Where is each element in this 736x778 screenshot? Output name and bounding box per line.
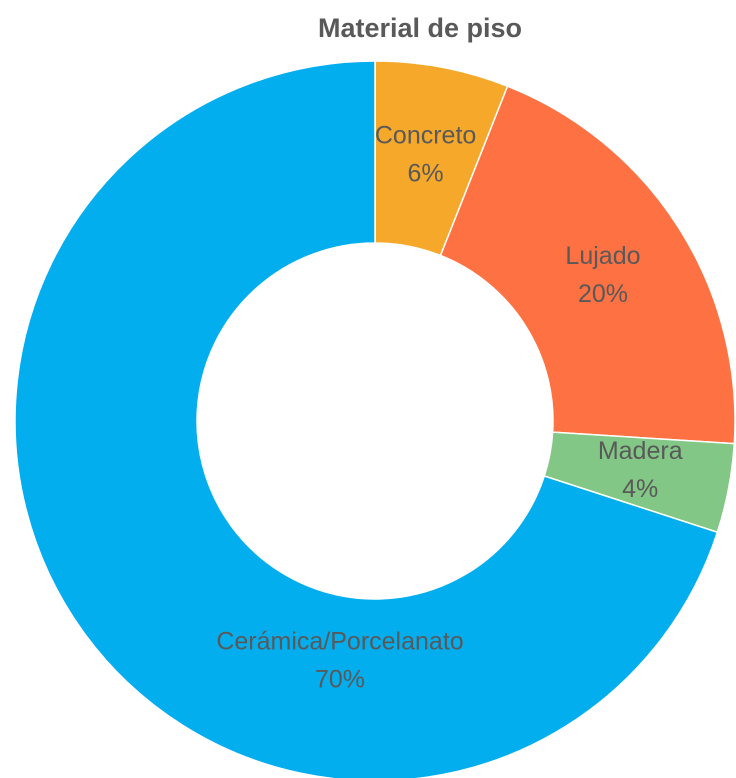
slice-label: Madera <box>598 437 683 465</box>
slice-label: Cerámica/Porcelanato <box>216 628 463 656</box>
slice-label: Concreto <box>375 121 476 149</box>
slice <box>439 85 736 445</box>
slice-value-label: 4% <box>622 475 658 503</box>
slice <box>14 60 719 778</box>
slice-value-label: 70% <box>315 666 365 694</box>
slice-value-label: 6% <box>408 159 444 187</box>
slice-value-label: 20% <box>578 280 628 308</box>
slice-label: Lujado <box>565 242 640 270</box>
chart-title: Material de piso <box>318 13 522 43</box>
